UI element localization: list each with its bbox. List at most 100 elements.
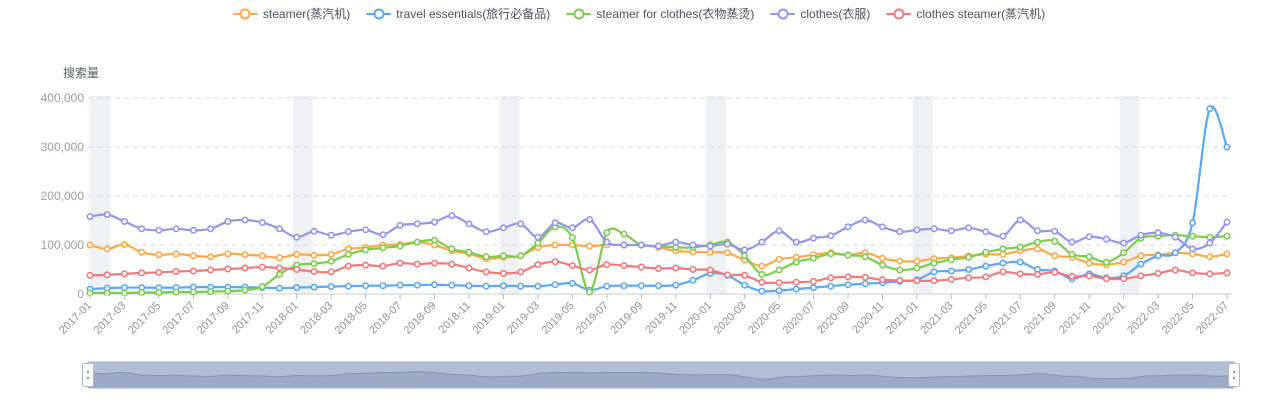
data-point[interactable] (327, 250, 335, 258)
data-point[interactable] (293, 265, 301, 273)
data-point[interactable] (310, 267, 318, 275)
data-point[interactable] (672, 281, 680, 289)
data-point[interactable] (344, 262, 352, 270)
data-point[interactable] (551, 258, 559, 266)
data-point[interactable] (275, 254, 283, 262)
data-point[interactable] (827, 232, 835, 240)
data-point[interactable] (189, 252, 197, 260)
data-point[interactable] (448, 245, 456, 253)
data-point[interactable] (1171, 249, 1179, 257)
data-point[interactable] (241, 216, 249, 224)
data-point[interactable] (965, 224, 973, 232)
data-point[interactable] (1137, 231, 1145, 239)
data-point[interactable] (1206, 233, 1214, 241)
data-point[interactable] (155, 226, 163, 234)
data-point[interactable] (775, 227, 783, 235)
data-point[interactable] (913, 257, 921, 265)
data-point[interactable] (138, 289, 146, 296)
data-point[interactable] (362, 226, 370, 234)
data-point[interactable] (1223, 218, 1231, 226)
data-point[interactable] (1223, 250, 1231, 258)
data-point[interactable] (534, 261, 542, 269)
data-point[interactable] (327, 231, 335, 239)
data-point[interactable] (482, 228, 490, 236)
data-point[interactable] (465, 282, 473, 290)
legend-item-clothes-steamer[interactable]: clothes steamer(蒸汽机) (886, 4, 1045, 24)
data-point[interactable] (1154, 269, 1162, 277)
data-point[interactable] (1120, 249, 1128, 257)
data-point[interactable] (706, 248, 714, 256)
data-point[interactable] (637, 282, 645, 290)
data-point[interactable] (982, 248, 990, 256)
data-point[interactable] (121, 241, 129, 249)
data-point[interactable] (758, 287, 766, 295)
data-point[interactable] (293, 250, 301, 258)
data-point[interactable] (878, 261, 886, 269)
data-point[interactable] (965, 265, 973, 273)
data-point[interactable] (672, 238, 680, 246)
data-point[interactable] (344, 245, 352, 253)
data-point[interactable] (741, 252, 749, 260)
data-point[interactable] (1223, 143, 1231, 151)
data-point[interactable] (172, 225, 180, 233)
data-point[interactable] (930, 259, 938, 267)
data-point[interactable] (86, 271, 94, 279)
data-point[interactable] (121, 284, 129, 292)
legend-item-steamer-for-clothes[interactable]: steamer for clothes(衣物蒸烫) (566, 4, 754, 24)
data-point[interactable] (947, 267, 955, 275)
data-point[interactable] (1171, 266, 1179, 274)
data-point[interactable] (758, 270, 766, 278)
data-point[interactable] (568, 279, 576, 287)
data-point[interactable] (379, 282, 387, 290)
data-point[interactable] (706, 266, 714, 274)
data-point[interactable] (1085, 272, 1093, 280)
data-point[interactable] (327, 257, 335, 265)
data-point[interactable] (775, 266, 783, 274)
data-point[interactable] (482, 253, 490, 261)
data-point[interactable] (413, 238, 421, 246)
data-point[interactable] (1051, 227, 1059, 235)
data-point[interactable] (809, 277, 817, 285)
data-point[interactable] (723, 240, 731, 248)
data-point[interactable] (1206, 105, 1214, 113)
data-point[interactable] (792, 238, 800, 246)
data-point[interactable] (517, 268, 525, 276)
data-point[interactable] (362, 261, 370, 269)
data-point[interactable] (172, 288, 180, 296)
data-point[interactable] (430, 236, 438, 244)
data-point[interactable] (448, 281, 456, 289)
legend-item-travel-essentials[interactable]: travel essentials(旅行必备品) (366, 4, 550, 24)
data-point[interactable] (482, 268, 490, 276)
datazoom-right-handle[interactable] (1228, 363, 1240, 387)
data-point[interactable] (620, 282, 628, 290)
data-point[interactable] (534, 233, 542, 241)
data-point[interactable] (189, 226, 197, 234)
data-point[interactable] (965, 274, 973, 282)
data-point[interactable] (1120, 275, 1128, 283)
data-point[interactable] (827, 282, 835, 290)
data-point[interactable] (517, 252, 525, 260)
data-point[interactable] (103, 211, 111, 219)
data-point[interactable] (1102, 235, 1110, 243)
data-point[interactable] (551, 219, 559, 227)
data-point[interactable] (465, 248, 473, 256)
data-point[interactable] (138, 269, 146, 277)
data-point[interactable] (155, 289, 163, 296)
data-point[interactable] (534, 282, 542, 290)
data-point[interactable] (275, 284, 283, 292)
data-point[interactable] (362, 246, 370, 254)
data-point[interactable] (310, 251, 318, 259)
datazoom-slider[interactable] (82, 361, 1240, 389)
data-point[interactable] (224, 250, 232, 258)
data-point[interactable] (689, 265, 697, 273)
data-point[interactable] (1068, 238, 1076, 246)
data-point[interactable] (741, 281, 749, 289)
data-point[interactable] (603, 261, 611, 269)
data-point[interactable] (586, 288, 594, 296)
data-point[interactable] (396, 221, 404, 229)
data-point[interactable] (189, 267, 197, 275)
data-point[interactable] (465, 220, 473, 228)
data-point[interactable] (189, 288, 197, 296)
data-point[interactable] (930, 268, 938, 276)
data-point[interactable] (430, 218, 438, 226)
